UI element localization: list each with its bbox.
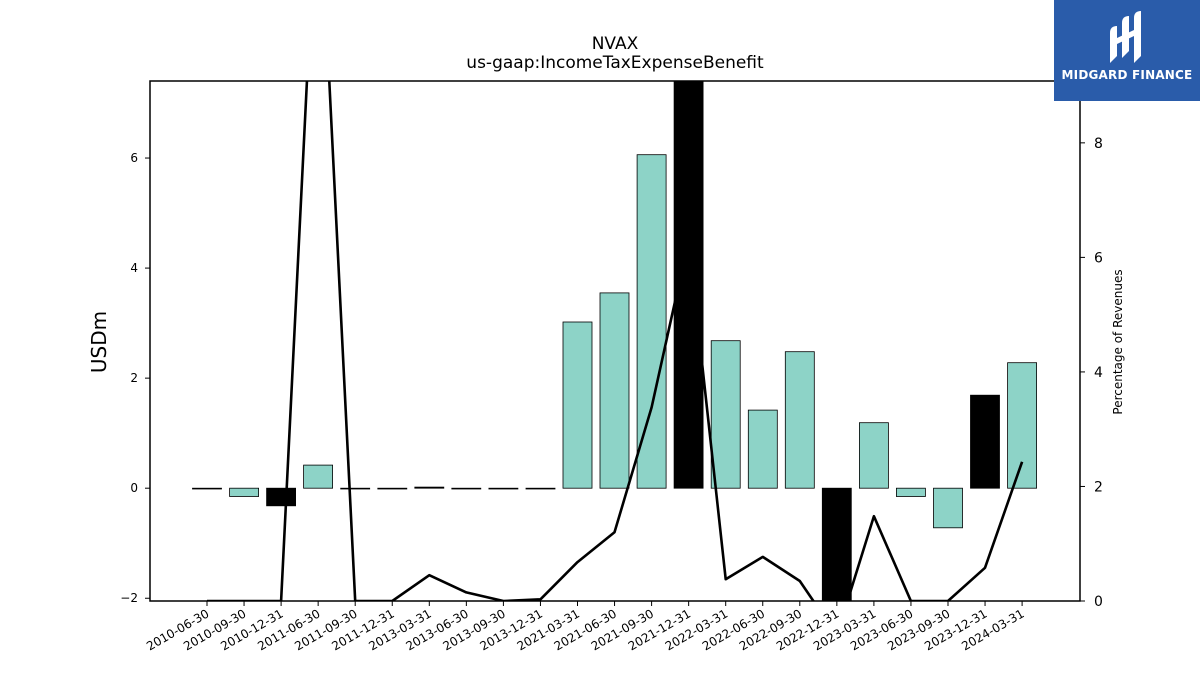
- bar-2011-09-30: [340, 487, 371, 490]
- bar-2011-06-30: [303, 464, 334, 489]
- pct-revenues-line: [207, 81, 1024, 601]
- bar-2013-06-30: [451, 487, 482, 490]
- y2-tick-label: 4: [1094, 365, 1103, 381]
- y-tick-label: 0: [130, 481, 138, 495]
- bar-2022-03-31: [710, 340, 741, 489]
- bar-2013-09-30: [488, 487, 519, 490]
- bar-2010-09-30: [229, 487, 260, 497]
- logo-mark-icon: [1110, 11, 1141, 63]
- y-tick-label: −2: [120, 591, 138, 605]
- bar-2022-12-31: [821, 487, 852, 602]
- chart-title: NVAX: [592, 34, 639, 54]
- bar-2013-03-31: [414, 486, 445, 489]
- bar-2022-09-30: [784, 351, 815, 489]
- y2-tick-label: 0: [1094, 594, 1103, 610]
- bar-2022-06-30: [747, 409, 778, 489]
- y-tick-label: 4: [130, 261, 138, 275]
- bar-2010-12-31: [266, 487, 297, 507]
- bar-2023-12-31: [970, 394, 1000, 489]
- bar-2010-06-30: [192, 487, 222, 490]
- bar-2024-03-31: [1007, 362, 1037, 489]
- y2-tick-label: 2: [1094, 479, 1103, 495]
- logo-text: MIDGARD FINANCE: [1061, 68, 1193, 82]
- y2-tick-label: 6: [1094, 250, 1103, 266]
- y-tick-label: 6: [130, 151, 138, 165]
- y2-tick-label: 8: [1094, 136, 1103, 152]
- y2-axis-label: Percentage of Revenues: [1111, 269, 1125, 414]
- bar-2021-09-30: [636, 154, 667, 489]
- bar-2021-03-31: [562, 321, 593, 489]
- bar-2023-03-31: [859, 422, 889, 489]
- bar-2023-09-30: [933, 487, 963, 529]
- midgard-finance-logo: MIDGARD FINANCE: [1054, 0, 1200, 101]
- y-tick-label: 2: [130, 371, 138, 385]
- chart-subtitle: us-gaap:IncomeTaxExpenseBenefit: [466, 53, 764, 73]
- bar-2013-12-31: [525, 487, 556, 490]
- bar-2021-06-30: [599, 292, 630, 489]
- bar-2011-12-31: [377, 487, 408, 490]
- bar-2023-06-30: [896, 487, 926, 497]
- y-axis-label: USDm: [87, 311, 111, 373]
